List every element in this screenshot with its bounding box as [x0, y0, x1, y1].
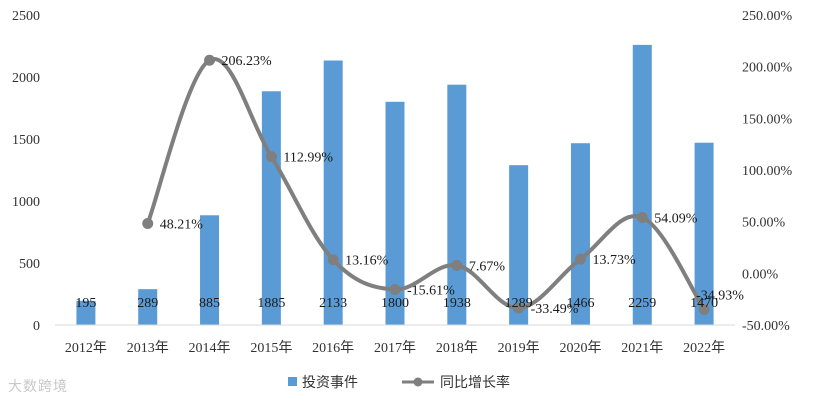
right-axis-tick-label: 200.00%	[742, 61, 793, 76]
x-axis-tick-label: 2016年	[312, 340, 354, 356]
x-axis-tick-label: 2012年	[65, 340, 107, 356]
bar-data-labels: 195 289 885 1885 2133 1800 1938 1289 1466 2259 147…	[75, 296, 718, 311]
left-axis: 0 500 1000 1500 2000 2500	[12, 9, 40, 334]
bar-data-label: 289	[137, 296, 158, 311]
x-axis-tick-label: 2013年	[127, 340, 169, 356]
line-data-label: -33.49%	[531, 302, 579, 317]
x-axis: 2012年 2013年 2014年 2015年 2016年 2017年 2018年 2019年…	[65, 340, 725, 356]
bar	[138, 289, 158, 325]
legend: 投资事件 同比增长率	[288, 374, 510, 390]
x-axis-tick-label: 2022年	[683, 340, 725, 356]
bar-data-label: 1938	[443, 296, 471, 311]
growth-rate-marker	[327, 254, 339, 266]
bar-data-label: 1885	[257, 296, 285, 311]
bar-data-label: 1289	[505, 296, 533, 311]
line-data-labels: 48.21% 206.23% 112.99% 13.16% -15.61% 7.67% -3…	[160, 54, 745, 317]
bar	[632, 44, 652, 325]
bar-data-label: 1470	[690, 296, 718, 311]
growth-rate-marker	[636, 211, 648, 223]
x-axis-tick-label: 2019年	[498, 340, 540, 356]
left-axis-tick-label: 1500	[12, 133, 40, 148]
line-data-label: 54.09%	[654, 211, 698, 226]
legend-swatch-line-marker	[413, 377, 423, 387]
growth-rate-marker	[513, 302, 525, 314]
right-axis-tick-label: 50.00%	[742, 216, 786, 231]
growth-rate-marker	[574, 253, 586, 265]
x-axis-tick-label: 2015年	[250, 340, 292, 356]
line-data-label: -34.93%	[696, 288, 744, 303]
bar	[694, 142, 714, 325]
growth-rate-marker	[389, 283, 401, 295]
line-data-label: 13.16%	[345, 254, 389, 269]
growth-rate-line	[145, 57, 707, 312]
growth-rate-marker	[451, 259, 463, 271]
bar-data-label: 1800	[381, 296, 409, 311]
bar-data-label: 195	[75, 296, 96, 311]
line-series	[142, 54, 710, 315]
line-data-label: 112.99%	[283, 151, 333, 166]
bar	[261, 91, 281, 325]
left-axis-tick-label: 500	[19, 257, 40, 272]
line-data-label: 7.67%	[469, 259, 506, 274]
bar-series	[76, 44, 714, 326]
legend-label-line: 同比增长率	[440, 374, 510, 390]
legend-label-bar: 投资事件	[302, 374, 358, 390]
bar	[76, 300, 96, 325]
right-axis: -50.00% 0.00% 50.00% 100.00% 150.00% 200.00% 2…	[742, 9, 793, 334]
line-data-label: 206.23%	[222, 54, 273, 69]
bar	[509, 165, 529, 325]
right-axis-tick-label: 0.00%	[742, 267, 779, 282]
right-axis-tick-label: 100.00%	[742, 164, 793, 179]
bar	[200, 215, 220, 325]
left-axis-tick-label: 2000	[12, 71, 40, 86]
line-data-label: 13.73%	[592, 253, 636, 268]
right-axis-tick-label: -50.00%	[742, 319, 790, 334]
bar-data-label: 885	[199, 296, 220, 311]
x-axis-tick-label: 2021年	[621, 340, 663, 356]
left-axis-tick-label: 0	[33, 319, 40, 334]
x-axis-tick-label: 2018年	[436, 340, 478, 356]
bar	[323, 60, 343, 326]
x-axis-tick-label: 2020年	[559, 340, 601, 356]
right-axis-tick-label: 250.00%	[742, 9, 793, 24]
bar	[570, 143, 590, 325]
right-axis-tick-label: 150.00%	[742, 112, 793, 127]
growth-rate-marker	[265, 151, 277, 163]
watermark-logo: 大数跨境	[8, 379, 68, 395]
line-data-label: 48.21%	[160, 218, 204, 233]
bar-data-label: 2133	[319, 296, 347, 311]
x-axis-tick-label: 2017年	[374, 340, 416, 356]
left-axis-tick-label: 1000	[12, 195, 40, 210]
bar-data-label: 2259	[628, 296, 656, 311]
x-axis-tick-label: 2014年	[189, 340, 231, 356]
bar-data-label: 1466	[566, 296, 594, 311]
growth-rate-marker	[698, 303, 710, 315]
line-data-label: -15.61%	[407, 283, 455, 298]
left-axis-tick-label: 2500	[12, 9, 40, 24]
legend-swatch-bar	[288, 377, 297, 386]
growth-rate-marker	[204, 54, 216, 66]
bar	[385, 101, 405, 325]
growth-rate-marker	[142, 218, 154, 230]
